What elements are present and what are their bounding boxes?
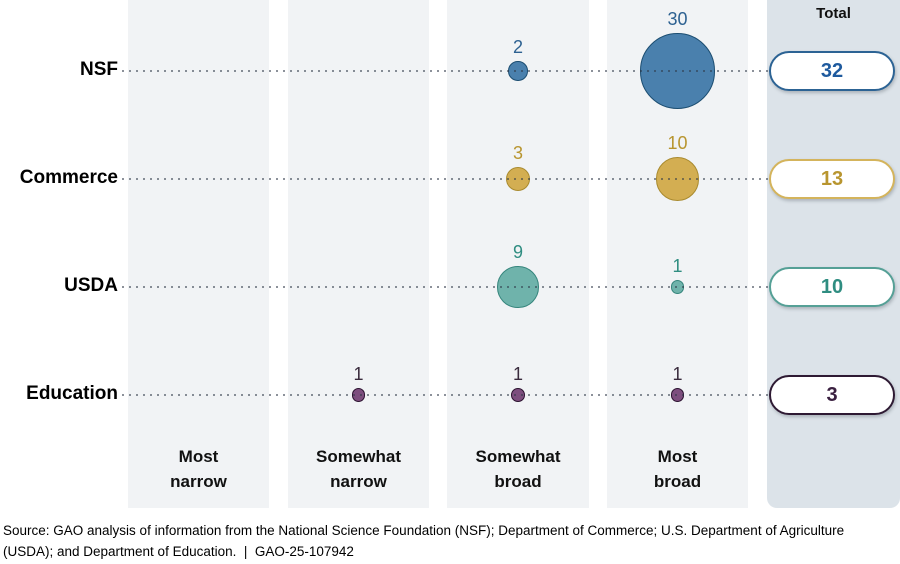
bubble-value-label: 1	[672, 256, 683, 277]
bubble-value-label: 3	[512, 143, 523, 164]
bubble-education-1	[351, 388, 366, 402]
bubble-value-label: 1	[512, 364, 523, 385]
row-label-commerce: Commerce	[19, 167, 118, 188]
bubble-value-label: 9	[512, 242, 523, 263]
bubble-usda-3	[670, 280, 685, 294]
category-band-0: Most narrow	[128, 0, 269, 508]
bubble-nsf-2	[508, 61, 528, 81]
category-band-1: Somewhat narrow	[288, 0, 429, 508]
total-pill-education: 3	[769, 375, 895, 415]
bubble-value-label: 2	[512, 37, 523, 58]
row-label-nsf: NSF	[80, 59, 118, 80]
bubble-education-3	[670, 388, 685, 402]
total-pill-commerce: 13	[769, 159, 895, 199]
bubble-nsf-3	[639, 33, 716, 109]
bubble-value-label: 30	[667, 9, 688, 30]
category-label: Most broad	[653, 447, 702, 491]
total-pill-nsf: 32	[769, 51, 895, 91]
bubble-commerce-3	[655, 157, 700, 201]
bubble-usda-2	[497, 266, 539, 308]
category-label: Most narrow	[170, 447, 227, 491]
bubble-commerce-2	[506, 167, 530, 191]
category-band-2: Somewhat broad	[447, 0, 589, 508]
total-column-header: Total	[816, 5, 851, 22]
category-label: Somewhat broad	[475, 447, 561, 491]
source-note: Source: GAO analysis of information from…	[3, 523, 848, 559]
bubble-value-label: 1	[353, 364, 364, 385]
bubble-education-2	[511, 388, 525, 402]
row-label-usda: USDA	[64, 275, 118, 296]
row-label-education: Education	[26, 383, 118, 404]
category-label: Somewhat narrow	[315, 447, 402, 491]
total-pill-usda: 10	[769, 267, 895, 307]
bubble-value-label: 10	[667, 133, 688, 154]
bubble-value-label: 1	[672, 364, 683, 385]
